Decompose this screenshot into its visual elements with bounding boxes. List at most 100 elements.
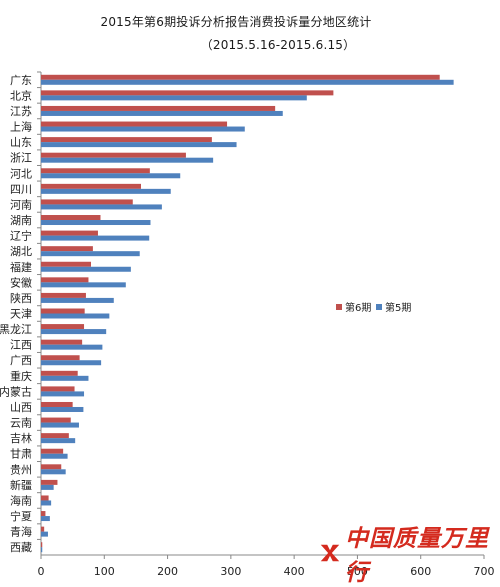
category-label: 陕西 (10, 291, 32, 305)
bar-series6 (41, 105, 276, 111)
bar-series6 (41, 168, 150, 174)
bar-series6 (41, 401, 73, 407)
x-tick-label: 0 (38, 565, 45, 578)
bar-series5 (41, 297, 114, 303)
bar-series6 (41, 370, 78, 376)
category-label: 新疆 (10, 478, 32, 492)
legend-swatch (336, 304, 342, 310)
bar-series5 (41, 220, 151, 226)
legend-swatch (376, 304, 382, 310)
category-label: 西藏 (10, 541, 32, 554)
category-label: 四川 (10, 183, 32, 196)
bar-series5 (41, 173, 181, 179)
bar-series5 (41, 157, 214, 163)
bar-series5 (41, 329, 107, 335)
category-label: 河南 (10, 198, 32, 211)
bar-series6 (41, 152, 186, 158)
bar-series5 (41, 110, 283, 116)
category-label: 天津 (10, 308, 32, 321)
category-label: 湖南 (10, 214, 32, 227)
bar-series6 (41, 90, 334, 96)
bar-series6 (41, 121, 228, 127)
category-label: 江苏 (10, 105, 32, 118)
category-label: 北京 (10, 88, 32, 102)
bar-series6 (41, 230, 98, 236)
bar-series5 (41, 484, 54, 490)
bar-series6 (41, 261, 91, 267)
x-tick-label: 700 (474, 565, 495, 578)
bar-series5 (41, 360, 102, 366)
x-tick-label: 300 (220, 565, 241, 578)
bar-series6 (41, 339, 83, 345)
category-label: 内蒙古 (0, 384, 32, 398)
bar-series5 (41, 313, 110, 319)
x-tick-label: 400 (284, 565, 305, 578)
bar-series5 (41, 391, 85, 397)
x-tick-label: 100 (94, 565, 115, 578)
bar-series5 (41, 204, 162, 210)
legend-label: 第5期 (385, 301, 411, 314)
category-label: 湖北 (10, 245, 32, 258)
bar-series6 (41, 495, 49, 501)
bar-series5 (41, 438, 76, 444)
category-label: 云南 (10, 417, 32, 430)
bar-series5 (41, 142, 237, 148)
category-label: 辽宁 (10, 229, 32, 243)
category-label: 浙江 (10, 152, 32, 165)
bar-series6 (41, 199, 133, 205)
x-tick-label: 500 (347, 565, 368, 578)
chart-title: 2015年第6期投诉分析报告消费投诉量分地区统计 (100, 15, 372, 29)
x-tick-label: 600 (410, 565, 431, 578)
category-label: 安徽 (10, 275, 32, 289)
category-label: 海南 (10, 493, 32, 507)
category-label: 甘肃 (10, 448, 32, 461)
bar-series5 (41, 516, 50, 522)
bar-series5 (41, 282, 126, 288)
bar-series6 (41, 417, 71, 423)
category-label: 宁夏 (10, 509, 32, 523)
bar-series5 (41, 375, 89, 381)
bar-series6 (41, 479, 58, 485)
category-label: 重庆 (10, 369, 32, 383)
category-label: 广西 (10, 354, 32, 367)
bar-series5 (41, 344, 103, 350)
bar-series6 (41, 542, 43, 548)
chart-subtitle: （2015.5.16-2015.6.15） (200, 38, 356, 52)
x-tick-label: 200 (157, 565, 178, 578)
bar-series6 (41, 511, 46, 517)
bar-series6 (41, 74, 440, 80)
bar-series6 (41, 137, 212, 143)
bar-series6 (41, 448, 64, 454)
bar-series5 (41, 406, 84, 412)
bar-series6 (41, 324, 85, 330)
bar-series5 (41, 453, 68, 459)
bar-series5 (41, 235, 150, 241)
brand-logo: 中国质量万里行 (318, 525, 500, 586)
bar-series5 (41, 422, 79, 428)
bar-series6 (41, 183, 141, 189)
bar-series5 (41, 531, 48, 537)
bar-series6 (41, 355, 80, 361)
category-label: 贵州 (10, 463, 32, 476)
category-label: 上海 (10, 120, 32, 134)
bar-series5 (41, 547, 43, 553)
bar-series6 (41, 292, 86, 298)
bar-series6 (41, 246, 93, 252)
bar-series6 (41, 433, 69, 439)
bar-series5 (41, 251, 140, 257)
bar-series5 (41, 126, 245, 132)
category-label: 广东 (10, 74, 32, 87)
bar-series5 (41, 79, 454, 85)
category-label: 青海 (10, 525, 32, 539)
bar-series6 (41, 215, 101, 221)
category-label: 福建 (10, 260, 32, 274)
logo-mark-icon (320, 544, 340, 562)
category-label: 山西 (10, 401, 32, 414)
bar-series5 (41, 188, 171, 194)
bar-series6 (41, 386, 75, 392)
category-label: 河北 (10, 167, 32, 180)
category-label: 江西 (10, 339, 32, 352)
bar-series6 (41, 308, 85, 314)
bar-series5 (41, 500, 52, 506)
